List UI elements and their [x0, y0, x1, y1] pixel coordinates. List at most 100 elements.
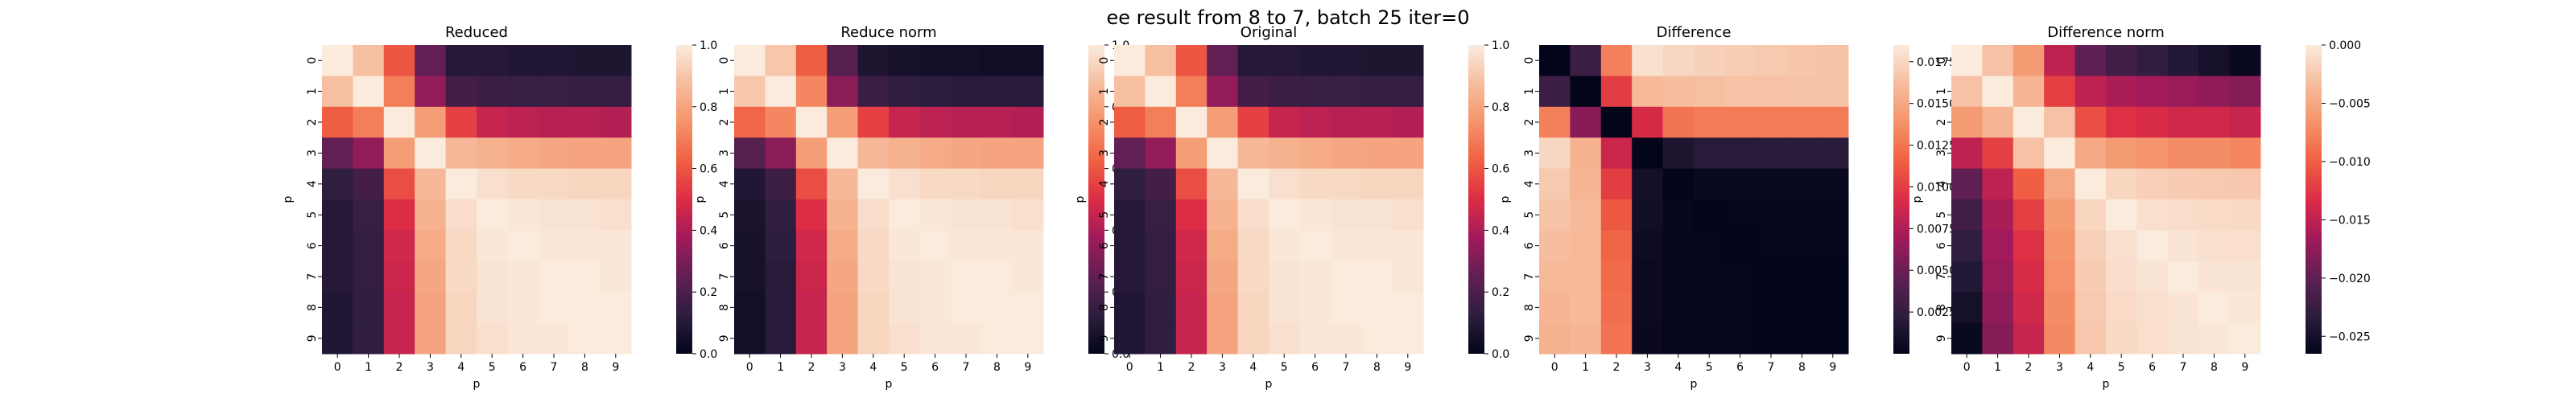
heatmap-cell: [1662, 106, 1695, 138]
heatmap-cell: [507, 199, 539, 231]
heatmap-cell: [1694, 322, 1725, 355]
heatmap-cell: [1361, 76, 1393, 108]
heatmap-cell: [477, 137, 508, 170]
heatmap-cell: [889, 45, 920, 76]
heatmap-cell: [2044, 106, 2076, 138]
heatmap-cell: [981, 322, 1013, 355]
heatmap-cell: [1951, 260, 1983, 293]
heatmap-cell: [1539, 322, 1571, 355]
heatmap-cell: [919, 199, 952, 231]
heatmap-cell: [1330, 45, 1362, 76]
heatmap-cell: [2167, 106, 2199, 138]
heatmap-cell: [1600, 45, 1633, 76]
panel-title: Difference norm: [2047, 24, 2165, 41]
x-tick-label: 2: [2025, 361, 2033, 374]
heatmap-cell: [1600, 230, 1633, 262]
heatmap-cell: [795, 322, 828, 355]
heatmap-cell: [981, 230, 1013, 262]
heatmap-cell: [795, 76, 828, 108]
colorbar-tick-label: −0.025: [2329, 330, 2371, 343]
heatmap-cell: [322, 137, 353, 170]
heatmap-cell: [1600, 137, 1633, 170]
y-tick-label: 9: [1523, 334, 1536, 342]
heatmap-cell: [415, 168, 447, 200]
heatmap-cell: [2044, 260, 2076, 293]
heatmap-cell: [2136, 260, 2169, 293]
heatmap-cell: [1724, 322, 1757, 355]
figure-suptitle: ee result from 8 to 7, batch 25 iter=0: [1107, 6, 1470, 29]
heatmap-cell: [507, 260, 539, 293]
heatmap-cell: [1817, 292, 1849, 324]
x-axis-label: p: [2103, 378, 2110, 391]
heatmap-cell: [1786, 45, 1818, 76]
heatmap-cell: [322, 230, 353, 262]
y-tick-label: 1: [718, 88, 731, 95]
heatmap-cell: [1632, 76, 1664, 108]
heatmap-cell: [919, 260, 952, 293]
heatmap-cell: [415, 199, 447, 231]
heatmap-cell: [353, 199, 385, 231]
heatmap-cell: [2136, 322, 2169, 355]
x-axis-label: p: [1265, 378, 1273, 391]
x-tick-label: 6: [931, 361, 939, 374]
colorbar-tick-label: 0.0150: [1917, 98, 1956, 111]
heatmap-cell: [322, 106, 353, 138]
heatmap-cell: [2136, 230, 2169, 262]
heatmap-cell: [919, 322, 952, 355]
heatmap-cell: [857, 137, 890, 170]
heatmap-cell: [1786, 106, 1818, 138]
heatmap-cell: [919, 45, 952, 76]
heatmap-cell: [734, 106, 766, 138]
heatmap-cell: [1600, 292, 1633, 324]
heatmap-cell: [857, 45, 890, 76]
heatmap-cell: [2013, 45, 2045, 76]
heatmap-cell: [445, 322, 477, 355]
heatmap-cell: [1207, 137, 1239, 170]
heatmap-cell: [1694, 76, 1725, 108]
heatmap-cell: [795, 137, 828, 170]
heatmap-cell: [1269, 168, 1300, 200]
heatmap-cell: [477, 292, 508, 324]
heatmap-cell: [2106, 45, 2137, 76]
heatmap-cell: [2229, 199, 2261, 231]
colorbar: [676, 45, 692, 354]
heatmap-cell: [1600, 260, 1633, 293]
heatmap-cell: [507, 106, 539, 138]
x-tick-label: 0: [1551, 361, 1558, 374]
heatmap-cell: [795, 260, 828, 293]
x-tick-label: 5: [1281, 361, 1288, 374]
y-tick-label: 6: [1935, 242, 1948, 249]
heatmap-cell: [950, 322, 982, 355]
heatmap-cell: [507, 168, 539, 200]
colorbar-tick-label: 0.0: [1492, 348, 1509, 361]
heatmap-cell: [1982, 292, 2014, 324]
heatmap-cell: [1755, 322, 1787, 355]
heatmap-cell: [1982, 137, 2014, 170]
x-tick-label: 4: [457, 361, 464, 374]
heatmap-cell: [569, 45, 601, 76]
panel-title: Reduce norm: [840, 24, 936, 41]
heatmap-cell: [1361, 168, 1393, 200]
x-tick-label: 3: [1644, 361, 1651, 374]
heatmap-cell: [2136, 292, 2169, 324]
heatmap-cell: [538, 292, 570, 324]
heatmap-cell: [322, 199, 353, 231]
heatmap-cell: [1012, 292, 1044, 324]
heatmap-cell: [477, 168, 508, 200]
y-tick-label: 1: [1935, 88, 1948, 95]
heatmap-cell: [1299, 168, 1331, 200]
heatmap-cell: [1299, 45, 1331, 76]
heatmap-cell: [600, 292, 632, 324]
heatmap-cell: [1724, 76, 1757, 108]
x-tick-label: 1: [777, 361, 784, 374]
heatmap-cell: [1755, 168, 1787, 200]
x-tick-label: 2: [1613, 361, 1620, 374]
y-tick-label: 4: [1523, 180, 1536, 187]
heatmap-cell: [1269, 292, 1300, 324]
y-tick-label: 7: [1098, 273, 1111, 281]
heatmap-cell: [538, 45, 570, 76]
heatmap-cell: [322, 322, 353, 355]
heatmap-cell: [1012, 199, 1044, 231]
heatmap-cell: [919, 230, 952, 262]
